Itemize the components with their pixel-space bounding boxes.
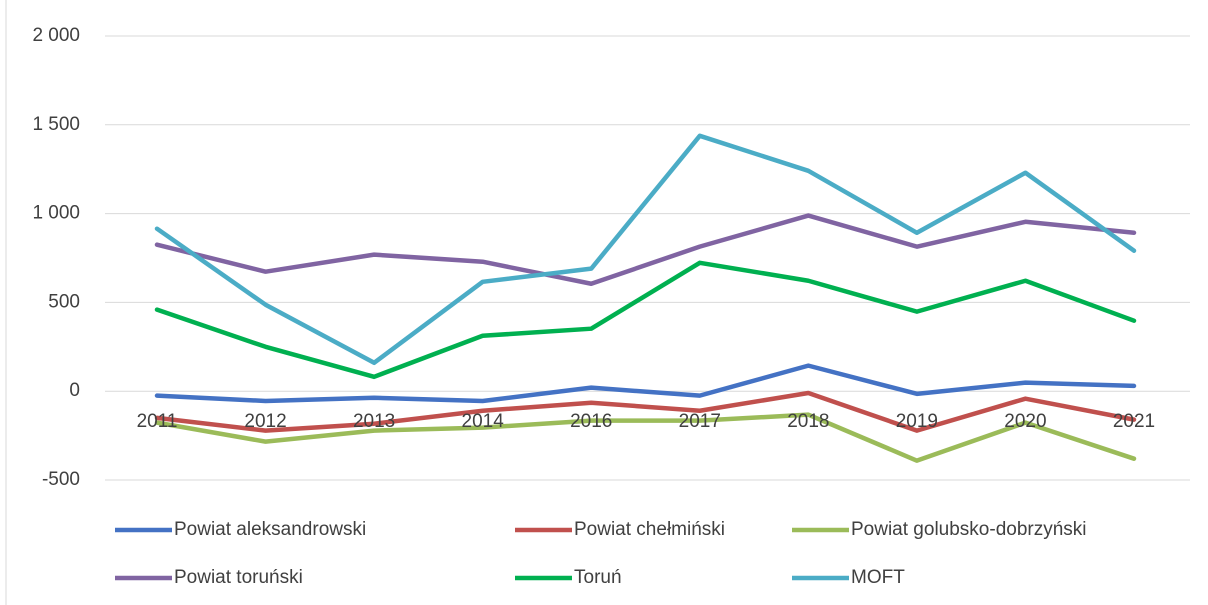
series-line <box>154 133 1137 366</box>
x-tick-label: 2021 <box>1113 411 1155 432</box>
series-line <box>154 390 1137 433</box>
legend-label: Toruń <box>574 567 622 588</box>
y-tick-label: 1 500 <box>32 114 80 135</box>
series-line <box>154 363 1137 404</box>
series-line <box>154 412 1137 463</box>
x-tick-label: 2011 <box>137 411 178 432</box>
x-tick-label: 2013 <box>353 411 395 432</box>
x-tick-label: 2012 <box>244 411 286 432</box>
y-tick-label: 1 000 <box>32 203 80 224</box>
x-tick-label: 2018 <box>787 411 829 432</box>
x-tick-label: 2016 <box>570 411 612 432</box>
legend-label: Powiat toruński <box>174 567 303 588</box>
series-line <box>154 260 1137 380</box>
x-tick-label: 2020 <box>1004 411 1046 432</box>
x-tick-label: 2017 <box>679 411 721 432</box>
y-tick-label: 0 <box>69 380 80 401</box>
legend-label: Powiat aleksandrowski <box>174 519 366 540</box>
legend-label: MOFT <box>851 567 905 588</box>
x-tick-label: 2014 <box>462 411 505 432</box>
y-tick-label: 500 <box>48 291 80 312</box>
y-tick-label: -500 <box>42 469 80 490</box>
series-line <box>154 213 1137 287</box>
legend-label: Powiat chełmiński <box>574 519 725 540</box>
x-tick-label: 2019 <box>896 411 938 432</box>
y-tick-label: 2 000 <box>32 25 80 46</box>
legend-label: Powiat golubsko-dobrzyński <box>851 519 1087 540</box>
